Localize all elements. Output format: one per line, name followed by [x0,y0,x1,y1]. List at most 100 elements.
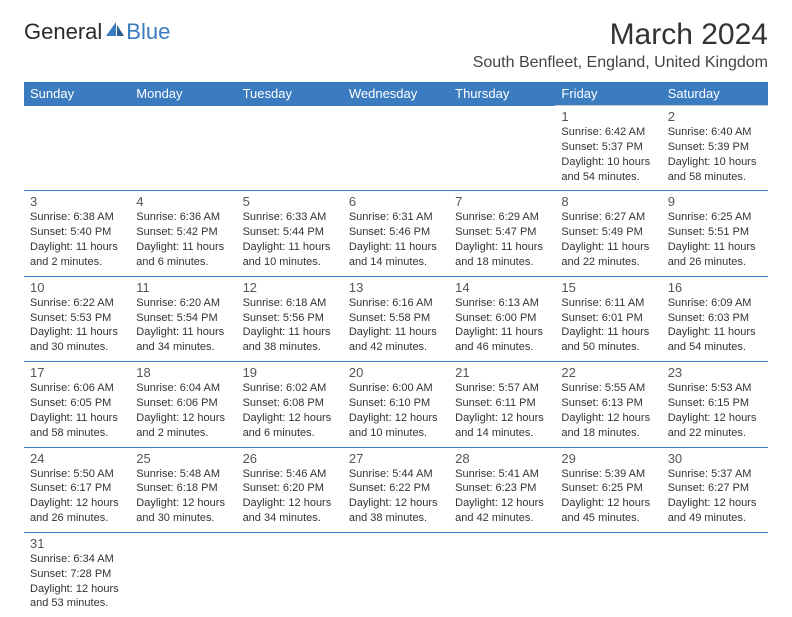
calendar-cell [130,532,236,617]
calendar-cell [449,106,555,191]
sunrise-text: Sunrise: 6:18 AM [243,296,337,311]
calendar-cell: 12Sunrise: 6:18 AMSunset: 5:56 PMDayligh… [237,276,343,361]
day-b-text: and 42 minutes. [455,511,549,526]
sunrise-text: Sunrise: 6:16 AM [349,296,443,311]
sunrise-text: Sunrise: 5:41 AM [455,467,549,482]
weekday-header: Tuesday [237,82,343,106]
day-b-text: and 18 minutes. [455,255,549,270]
day-number: 31 [30,536,124,551]
calendar-cell: 23Sunrise: 5:53 AMSunset: 6:15 PMDayligh… [662,362,768,447]
calendar-cell [449,532,555,617]
calendar-cell: 27Sunrise: 5:44 AMSunset: 6:22 PMDayligh… [343,447,449,532]
calendar-cell: 24Sunrise: 5:50 AMSunset: 6:17 PMDayligh… [24,447,130,532]
title-block: March 2024 South Benfleet, England, Unit… [473,18,768,72]
calendar-row: 31Sunrise: 6:34 AMSunset: 7:28 PMDayligh… [24,532,768,617]
sunset-text: Sunset: 6:11 PM [455,396,549,411]
day-b-text: and 54 minutes. [668,340,762,355]
day-number: 3 [30,194,124,209]
day-b-text: and 26 minutes. [30,511,124,526]
calendar-row: 24Sunrise: 5:50 AMSunset: 6:17 PMDayligh… [24,447,768,532]
sunrise-text: Sunrise: 6:09 AM [668,296,762,311]
weekday-header: Monday [130,82,236,106]
sunset-text: Sunset: 6:20 PM [243,481,337,496]
day-number: 9 [668,194,762,209]
sunset-text: Sunset: 5:58 PM [349,311,443,326]
sunset-text: Sunset: 6:10 PM [349,396,443,411]
calendar-cell: 2Sunrise: 6:40 AMSunset: 5:39 PMDaylight… [662,106,768,191]
day-a-text: Daylight: 12 hours [561,411,655,426]
day-b-text: and 50 minutes. [561,340,655,355]
day-b-text: and 46 minutes. [455,340,549,355]
day-a-text: Daylight: 11 hours [30,325,124,340]
day-a-text: Daylight: 11 hours [561,325,655,340]
day-a-text: Daylight: 12 hours [561,496,655,511]
calendar-cell: 1Sunrise: 6:42 AMSunset: 5:37 PMDaylight… [555,106,661,191]
calendar-cell: 18Sunrise: 6:04 AMSunset: 6:06 PMDayligh… [130,362,236,447]
sail-icon [104,18,126,44]
sunset-text: Sunset: 6:15 PM [668,396,762,411]
day-b-text: and 38 minutes. [349,511,443,526]
sunrise-text: Sunrise: 5:44 AM [349,467,443,482]
location-text: South Benfleet, England, United Kingdom [473,54,768,72]
calendar-row: 10Sunrise: 6:22 AMSunset: 5:53 PMDayligh… [24,276,768,361]
weekday-header: Saturday [662,82,768,106]
day-number: 8 [561,194,655,209]
sunrise-text: Sunrise: 6:29 AM [455,210,549,225]
sunrise-text: Sunrise: 6:34 AM [30,552,124,567]
day-number: 25 [136,451,230,466]
day-a-text: Daylight: 11 hours [455,325,549,340]
day-b-text: and 30 minutes. [30,340,124,355]
weekday-header: Sunday [24,82,130,106]
day-b-text: and 58 minutes. [30,426,124,441]
day-b-text: and 10 minutes. [349,426,443,441]
sunset-text: Sunset: 6:22 PM [349,481,443,496]
day-number: 17 [30,365,124,380]
day-a-text: Daylight: 12 hours [455,496,549,511]
calendar-cell [24,106,130,191]
sunset-text: Sunset: 5:49 PM [561,225,655,240]
sunset-text: Sunset: 7:28 PM [30,567,124,582]
calendar-cell: 21Sunrise: 5:57 AMSunset: 6:11 PMDayligh… [449,362,555,447]
calendar-cell: 3Sunrise: 6:38 AMSunset: 5:40 PMDaylight… [24,191,130,276]
day-b-text: and 22 minutes. [668,426,762,441]
sunset-text: Sunset: 6:00 PM [455,311,549,326]
day-a-text: Daylight: 12 hours [455,411,549,426]
header: General Blue March 2024 South Benfleet, … [0,0,792,76]
day-a-text: Daylight: 10 hours [561,155,655,170]
day-b-text: and 34 minutes. [136,340,230,355]
day-number: 4 [136,194,230,209]
day-a-text: Daylight: 11 hours [349,325,443,340]
day-b-text: and 14 minutes. [349,255,443,270]
sunrise-text: Sunrise: 6:31 AM [349,210,443,225]
day-b-text: and 14 minutes. [455,426,549,441]
day-a-text: Daylight: 12 hours [349,496,443,511]
day-a-text: Daylight: 11 hours [455,240,549,255]
day-number: 5 [243,194,337,209]
calendar-cell: 15Sunrise: 6:11 AMSunset: 6:01 PMDayligh… [555,276,661,361]
sunrise-text: Sunrise: 6:33 AM [243,210,337,225]
day-a-text: Daylight: 11 hours [668,240,762,255]
day-a-text: Daylight: 12 hours [30,496,124,511]
logo-text-b: Blue [126,19,170,45]
sunrise-text: Sunrise: 6:20 AM [136,296,230,311]
day-a-text: Daylight: 11 hours [561,240,655,255]
sunset-text: Sunset: 6:23 PM [455,481,549,496]
day-b-text: and 26 minutes. [668,255,762,270]
day-b-text: and 54 minutes. [561,170,655,185]
sunset-text: Sunset: 6:06 PM [136,396,230,411]
sunrise-text: Sunrise: 6:25 AM [668,210,762,225]
day-number: 30 [668,451,762,466]
day-b-text: and 6 minutes. [136,255,230,270]
sunset-text: Sunset: 5:53 PM [30,311,124,326]
day-number: 20 [349,365,443,380]
sunset-text: Sunset: 6:25 PM [561,481,655,496]
day-a-text: Daylight: 12 hours [349,411,443,426]
sunrise-text: Sunrise: 5:57 AM [455,381,549,396]
sunrise-text: Sunrise: 6:36 AM [136,210,230,225]
calendar-cell: 26Sunrise: 5:46 AMSunset: 6:20 PMDayligh… [237,447,343,532]
day-number: 19 [243,365,337,380]
calendar-row: 1Sunrise: 6:42 AMSunset: 5:37 PMDaylight… [24,106,768,191]
day-a-text: Daylight: 11 hours [668,325,762,340]
day-number: 13 [349,280,443,295]
calendar-cell: 10Sunrise: 6:22 AMSunset: 5:53 PMDayligh… [24,276,130,361]
